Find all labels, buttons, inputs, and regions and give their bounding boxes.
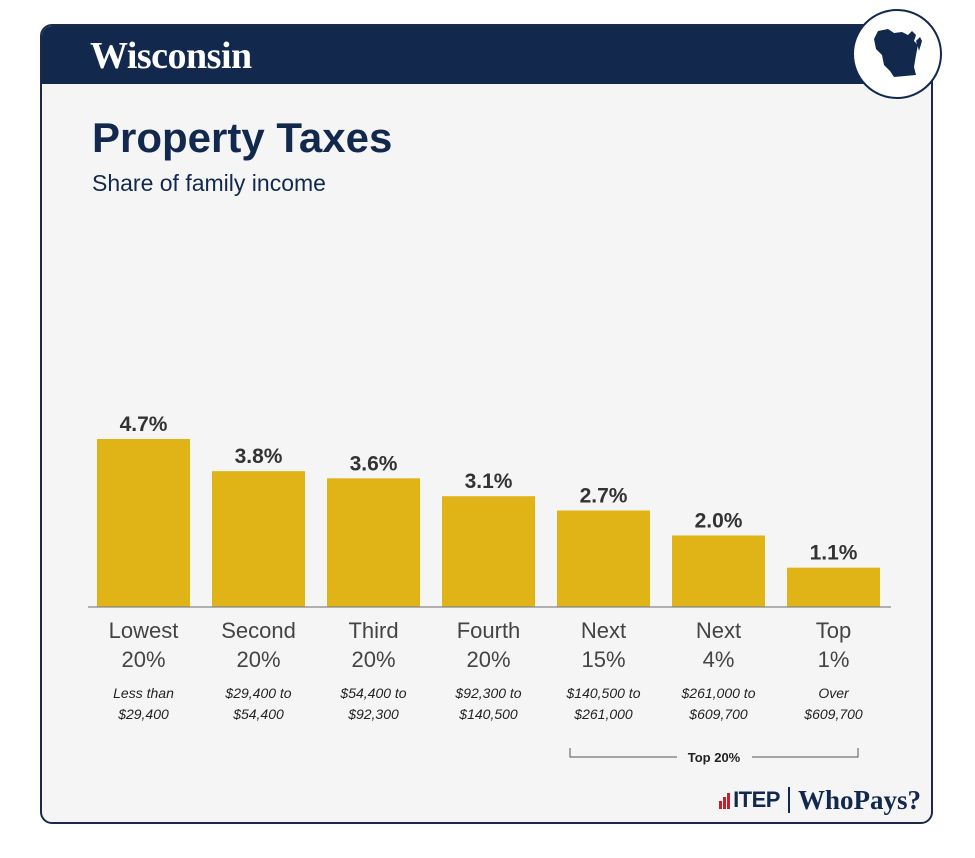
itep-text: ITEP [733, 787, 780, 812]
income-range-label: $261,000 to [681, 685, 756, 701]
category-label: 4% [703, 647, 735, 672]
category-label: 20% [466, 647, 510, 672]
category-label: Second [221, 618, 296, 643]
category-label: Next [581, 618, 626, 643]
income-range-label: $92,300 to [454, 685, 521, 701]
header-bar: Wisconsin [42, 26, 931, 84]
income-range-label: $29,400 [117, 706, 169, 722]
bracket-line-right [752, 748, 859, 758]
footer-divider [787, 787, 790, 813]
bracket-label: Top 20% [688, 750, 741, 765]
category-label: 20% [351, 647, 395, 672]
income-range-label: $609,700 [688, 706, 748, 722]
category-label: Third [348, 618, 398, 643]
data-label: 3.1% [465, 470, 513, 493]
bar [672, 535, 765, 607]
data-label: 2.0% [695, 510, 743, 533]
income-range-label: $609,700 [803, 706, 863, 722]
bar [442, 496, 535, 607]
category-label: 1% [818, 647, 850, 672]
data-label: 1.1% [810, 542, 858, 565]
bar [327, 478, 420, 607]
data-label: 3.8% [235, 445, 283, 468]
income-range-label: $92,300 [347, 706, 399, 722]
category-label: Top [816, 618, 851, 643]
bar [97, 439, 190, 607]
chart-card: Wisconsin Property Taxes Share of family… [40, 24, 933, 824]
category-label: Fourth [457, 618, 521, 643]
itep-logo: ITEP [719, 787, 780, 813]
bracket-line-left [569, 748, 677, 758]
income-range-label: $29,400 to [224, 685, 291, 701]
data-label: 3.6% [350, 452, 398, 475]
category-label: 15% [581, 647, 625, 672]
whopays-logo: WhoPays? [797, 784, 921, 815]
bar [212, 471, 305, 607]
wisconsin-state-map-icon [874, 29, 922, 77]
income-range-label: Less than [113, 685, 174, 701]
category-label: 20% [236, 647, 280, 672]
chart-title: Property Taxes [92, 114, 393, 161]
itep-bars-icon [719, 791, 731, 809]
footer-logos: ITEP WhoPays? [719, 784, 921, 816]
income-range-label: Over [818, 685, 850, 701]
category-label: Lowest [109, 618, 179, 643]
state-name: Wisconsin [90, 35, 252, 77]
data-label: 4.7% [120, 413, 168, 436]
income-range-label: $54,400 [232, 706, 284, 722]
data-label: 2.7% [580, 484, 628, 507]
income-range-label: $140,500 to [566, 685, 641, 701]
income-range-label: $261,000 [573, 706, 633, 722]
bar [557, 510, 650, 607]
income-range-label: $140,500 [458, 706, 518, 722]
chart-subtitle: Share of family income [92, 170, 326, 196]
category-label: 20% [121, 647, 165, 672]
category-label: Next [696, 618, 741, 643]
state-badge [852, 9, 942, 99]
income-range-label: $54,400 to [339, 685, 406, 701]
bar [787, 567, 880, 607]
